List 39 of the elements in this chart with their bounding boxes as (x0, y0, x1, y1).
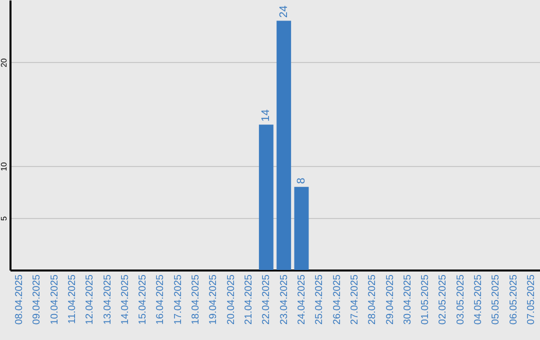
x-tick-label: 02.05.2025 (438, 274, 449, 325)
x-tick-label: 05.05.2025 (490, 274, 502, 325)
x-tick-label: 28.04.2025 (367, 274, 378, 325)
data-label: 8 (295, 178, 308, 184)
x-tick-label: 12.04.2025 (84, 274, 96, 325)
x-tick-label: 20.04.2025 (226, 274, 237, 325)
x-tick-label: 16.04.2025 (155, 274, 166, 325)
bar (258, 124, 274, 270)
x-tick-label: 07.05.2025 (526, 274, 537, 325)
x-tick-label: 17.04.2025 (172, 274, 184, 325)
data-label: 24 (278, 6, 290, 18)
x-tick-label: 21.04.2025 (244, 274, 255, 325)
x-tick-label: 04.05.2025 (473, 274, 484, 325)
x-tick-label: 25.04.2025 (314, 274, 326, 325)
x-tick-label: 01.05.2025 (420, 274, 432, 325)
x-tick-label: 27.04.2025 (349, 274, 360, 325)
x-tick-label: 13.04.2025 (102, 274, 114, 325)
x-tick-label: 26.04.2025 (332, 274, 343, 325)
x-tick-label: 23.04.2025 (278, 274, 290, 325)
bar (294, 186, 309, 270)
x-tick-label: 14.04.2025 (120, 274, 131, 325)
x-tick-label: 08.04.2025 (14, 274, 26, 325)
y-tick-label: 10 (0, 162, 8, 172)
data-label: 14 (260, 109, 272, 122)
bar (276, 20, 292, 270)
y-tick-label: 20 (0, 58, 8, 68)
x-tick-label: 30.04.2025 (402, 274, 414, 325)
x-tick-label: 18.04.2025 (190, 274, 202, 325)
x-tick-label: 10.04.2025 (49, 274, 60, 325)
x-tick-label: 22.04.2025 (261, 274, 272, 325)
x-tick-label: 06.05.2025 (508, 274, 520, 325)
x-tick-label: 15.04.2025 (138, 274, 149, 325)
y-tick-label: 5 (0, 216, 8, 221)
x-tick-label: 29.04.2025 (384, 274, 396, 325)
x-tick-label: 19.04.2025 (208, 274, 220, 325)
x-tick-label: 03.05.2025 (455, 274, 466, 325)
x-tick-label: 11.04.2025 (66, 274, 78, 324)
x-tick-label: 09.04.2025 (32, 274, 43, 325)
x-tick-label: 24.04.2025 (296, 274, 308, 325)
